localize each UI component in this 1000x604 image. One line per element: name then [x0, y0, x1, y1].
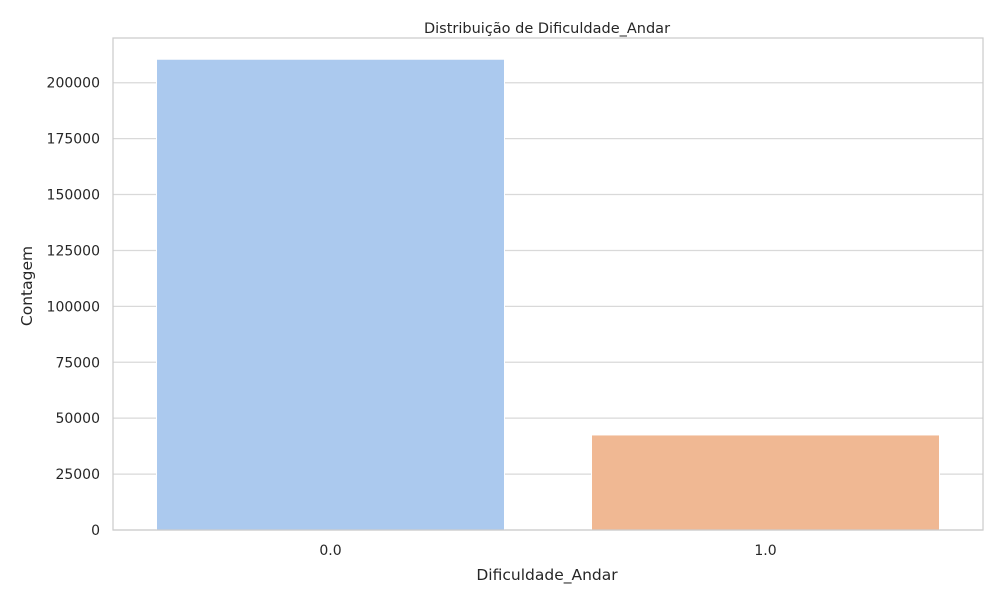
bar-0-0: [156, 58, 505, 531]
bar-layer: [156, 58, 940, 531]
y-tick-label: 100000: [47, 299, 100, 315]
x-tick-labels: 0.0 1.0: [319, 543, 776, 559]
chart-title: Distribuição de Dificuldade_Andar: [424, 21, 670, 37]
y-tick-label: 50000: [55, 411, 100, 427]
y-tick-label: 75000: [55, 355, 100, 371]
x-tick-label: 1.0: [754, 543, 776, 559]
x-tick-label: 0.0: [319, 543, 341, 559]
y-axis-label: Contagem: [18, 246, 36, 326]
y-tick-label: 125000: [47, 243, 100, 259]
y-tick-label: 200000: [47, 76, 100, 92]
y-tick-label: 0: [91, 523, 100, 539]
y-tick-labels: 0 25000 50000 75000 100000 125000 150000 175000…: [47, 76, 100, 539]
x-axis-label: Dificuldade_Andar: [476, 566, 618, 585]
plot-frame: [112, 37, 984, 531]
y-tick-label: 25000: [55, 467, 100, 483]
y-tick-label: 150000: [47, 188, 100, 204]
bar-1-0: [591, 434, 940, 531]
y-tick-label: 175000: [47, 132, 100, 148]
